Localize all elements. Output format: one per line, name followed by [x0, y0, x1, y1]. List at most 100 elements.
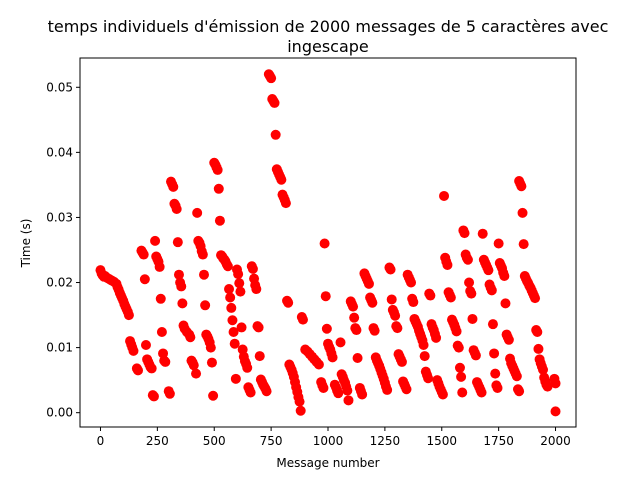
data-point: [516, 181, 527, 192]
data-point: [451, 326, 462, 337]
data-point: [228, 326, 239, 337]
x-tick-label: 750: [260, 434, 283, 448]
data-point: [477, 228, 488, 239]
data-point: [321, 323, 332, 334]
data-point: [396, 356, 407, 367]
data-point: [320, 291, 331, 302]
data-point: [191, 368, 202, 379]
data-point: [352, 353, 363, 364]
data-point: [254, 351, 265, 362]
data-point: [171, 203, 182, 214]
data-point: [212, 164, 223, 175]
data-point: [431, 332, 442, 343]
data-point: [172, 237, 183, 248]
x-tick-label: 500: [203, 434, 226, 448]
data-point: [313, 359, 324, 370]
data-point: [168, 181, 179, 192]
data-point: [138, 249, 149, 260]
data-point: [401, 384, 412, 395]
data-point: [550, 378, 561, 389]
data-point: [486, 285, 497, 296]
data-point: [464, 277, 475, 288]
y-tick-label: 0.02: [46, 276, 73, 290]
data-point: [390, 310, 401, 321]
data-point: [517, 207, 528, 218]
data-point: [150, 235, 161, 246]
data-point: [229, 338, 240, 349]
data-point: [297, 314, 308, 325]
y-tick-label: 0.01: [46, 341, 73, 355]
data-point: [530, 293, 541, 304]
data-point: [148, 391, 159, 402]
data-point: [199, 269, 209, 280]
data-point: [493, 238, 504, 249]
x-tick-label: 250: [146, 434, 169, 448]
data-point: [192, 207, 203, 218]
data-point: [335, 337, 346, 348]
data-point: [227, 315, 238, 326]
data-point: [454, 362, 465, 373]
data-point: [188, 360, 199, 371]
data-point: [442, 259, 453, 270]
data-point: [511, 371, 522, 382]
data-point: [266, 73, 277, 84]
data-point: [245, 387, 256, 398]
data-point: [439, 190, 450, 201]
data-point: [533, 343, 544, 354]
data-point: [423, 373, 434, 384]
data-point: [185, 332, 196, 343]
data-point: [233, 269, 244, 280]
data-point: [406, 277, 417, 288]
data-point: [225, 292, 236, 303]
x-tick-label: 2000: [540, 434, 571, 448]
data-point: [270, 129, 281, 140]
data-point: [294, 396, 305, 407]
data-point: [200, 300, 211, 311]
y-tick-label: 0.00: [46, 406, 73, 420]
data-point: [453, 342, 464, 353]
y-tick-label: 0.03: [46, 210, 73, 224]
data-point: [538, 364, 549, 375]
data-point: [550, 406, 561, 417]
data-point: [247, 263, 258, 274]
data-point: [503, 334, 514, 345]
data-point: [532, 326, 543, 337]
data-point: [280, 198, 291, 209]
data-point: [492, 382, 503, 393]
data-point: [369, 325, 380, 336]
data-point: [205, 342, 216, 353]
data-point: [177, 298, 188, 309]
data-point: [242, 362, 253, 373]
data-point: [459, 228, 470, 239]
data-point: [466, 288, 477, 299]
data-point: [154, 261, 165, 272]
data-point: [327, 352, 338, 363]
x-tick-label: 0: [97, 434, 105, 448]
data-point: [476, 387, 487, 398]
y-axis-ticks: 0.00 0.01 0.02 0.03 0.04 0.05: [46, 80, 80, 420]
data-point: [146, 363, 157, 374]
data-point: [419, 351, 430, 362]
data-point: [276, 174, 287, 185]
data-point: [457, 387, 468, 398]
data-point: [349, 312, 360, 323]
data-point: [348, 301, 359, 312]
data-point: [230, 373, 241, 384]
data-point: [208, 390, 219, 401]
data-point: [251, 284, 262, 295]
data-point: [333, 388, 344, 399]
data-point: [483, 265, 494, 276]
data-point: [156, 326, 167, 337]
data-point: [206, 357, 217, 368]
data-point: [235, 286, 246, 297]
data-point: [490, 368, 501, 379]
data-point: [139, 274, 150, 285]
data-point: [213, 183, 224, 194]
data-point: [367, 297, 378, 308]
data-point: [386, 294, 397, 305]
data-point: [197, 249, 208, 260]
data-point: [462, 254, 473, 265]
data-point: [318, 382, 329, 393]
data-point: [222, 261, 233, 272]
data-point: [342, 385, 353, 396]
